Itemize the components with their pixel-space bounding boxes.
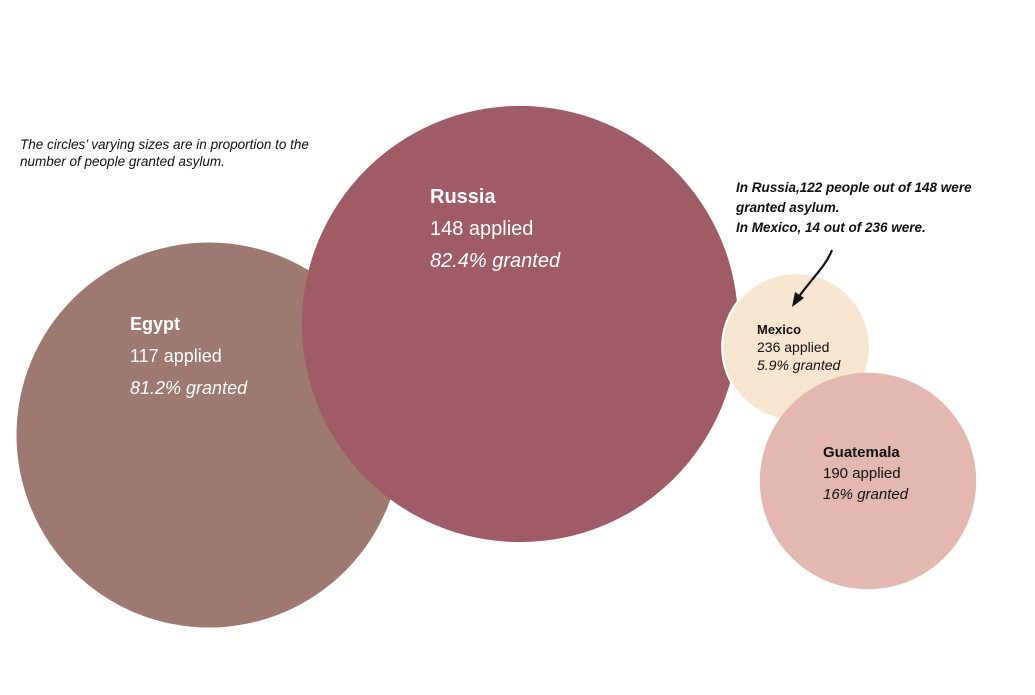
mexico-applied-label: 236 applied bbox=[757, 339, 829, 355]
bubble-russia bbox=[301, 105, 739, 543]
egypt-applied-label: 117 applied bbox=[130, 346, 222, 366]
size-note: The circles’ varying sizes are in propor… bbox=[20, 137, 309, 169]
mexico-annotation: In Russia,122 people out of 148 were gra… bbox=[736, 178, 1035, 238]
guatemala-label: Guatemala bbox=[823, 444, 900, 461]
guatemala-applied-label: 190 applied bbox=[823, 465, 901, 482]
mexico-granted-label: 5.9% granted bbox=[757, 357, 841, 373]
russia-granted-label: 82.4% granted bbox=[430, 250, 561, 272]
annotation-arrow bbox=[797, 249, 834, 299]
bubble-guatemala bbox=[759, 372, 977, 590]
annotation-line: In Russia,122 people out of 148 were bbox=[736, 180, 972, 195]
mexico-label: Mexico bbox=[757, 322, 801, 337]
egypt-label: Egypt bbox=[130, 314, 180, 334]
annotation-line: In Mexico, 14 out of 236 were. bbox=[736, 220, 926, 235]
egypt-granted-label: 81.2% granted bbox=[130, 378, 248, 398]
annotation-line: granted asylum. bbox=[736, 200, 840, 215]
annotation-arrowhead bbox=[792, 292, 804, 307]
russia-applied-label: 148 applied bbox=[430, 218, 533, 240]
russia-label: Russia bbox=[430, 186, 496, 208]
guatemala-granted-label: 16% granted bbox=[823, 486, 909, 503]
